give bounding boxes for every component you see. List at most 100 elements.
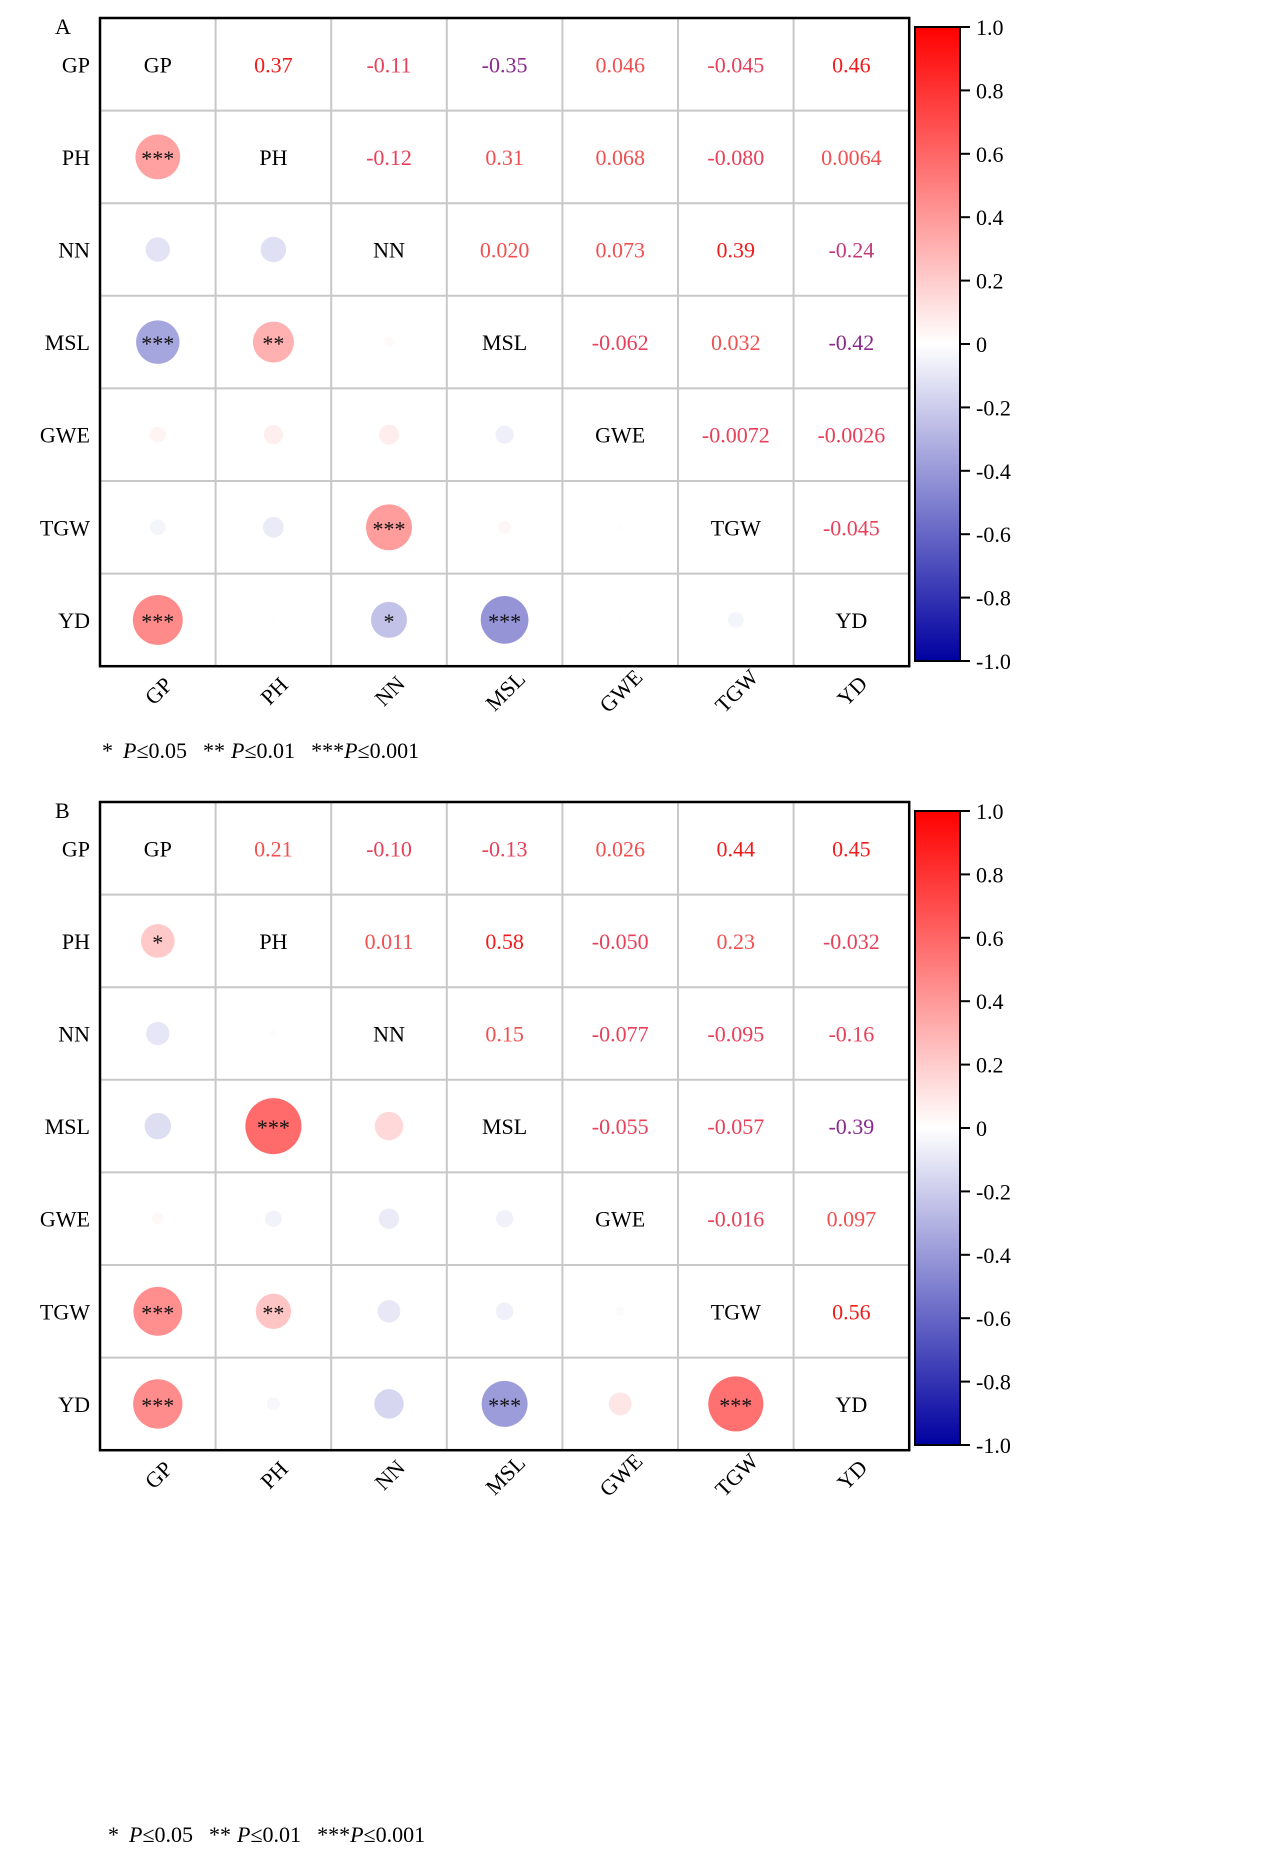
correlation-value: -0.062 [592, 330, 649, 355]
footnote-star3: *** [311, 738, 344, 763]
y-tick-label: MSL [45, 330, 90, 355]
footnote-star3: *** [317, 1822, 350, 1847]
colorbar [914, 26, 961, 662]
x-tick-label: PH [255, 1456, 293, 1494]
significance-marker: *** [141, 1300, 174, 1325]
correlation-value: 0.020 [480, 238, 530, 263]
correlation-value: 0.097 [827, 1207, 877, 1232]
diagonal-label: MSL [482, 330, 527, 355]
significance-marker: *** [141, 331, 174, 356]
correlation-value: -0.42 [828, 330, 874, 355]
correlation-value: -0.045 [823, 515, 880, 540]
diagonal-label: GP [144, 52, 172, 77]
y-tick-label: PH [62, 929, 90, 954]
y-tick-label: YD [58, 1392, 90, 1417]
correlation-panel-a: A GP PH NN MSL GWE TGW YD GP PH NN MSL GWE TGW YD GP PH N… [40, 14, 1011, 763]
correlation-value: 0.46 [832, 52, 871, 77]
correlation-value: 0.011 [365, 929, 414, 954]
correlation-circle [615, 1306, 625, 1316]
footnote-t2: ≤0.01 [244, 738, 295, 763]
correlation-circle [370, 601, 408, 638]
correlation-value: 0.58 [485, 929, 524, 954]
correlation-circle [252, 321, 294, 363]
correlation-circle [495, 1302, 514, 1321]
correlation-value: -0.0072 [702, 423, 770, 448]
diagonal-label: YD [836, 608, 868, 633]
diagonal-label: MSL [482, 1114, 527, 1139]
correlation-value: 0.31 [485, 145, 524, 170]
correlation-circle [263, 425, 283, 445]
correlation-circle [727, 612, 744, 628]
colorbar-tick-label: 0.6 [976, 926, 1004, 951]
significance-footnote: * P≤0.05 ** P≤0.01 ***P≤0.001 [102, 738, 419, 763]
x-tick-label: MSL [480, 1450, 530, 1500]
plot-frame [98, 16, 911, 668]
correlation-value: -0.016 [707, 1207, 764, 1232]
correlation-value: -0.055 [592, 1114, 649, 1139]
diagonal-label: GP [144, 836, 172, 861]
y-tick-label: GWE [40, 1207, 90, 1232]
correlation-value: -0.13 [482, 836, 528, 861]
plot-frame [98, 800, 911, 1452]
footnote-star2: ** [209, 1822, 231, 1847]
colorbar-tick-label: -0.8 [976, 1370, 1011, 1395]
footnote-p1: P [122, 738, 136, 763]
correlation-value: 0.37 [254, 52, 293, 77]
correlation-value: -0.12 [366, 145, 412, 170]
correlation-value: 0.068 [595, 145, 645, 170]
x-tick-label: YD [832, 1455, 872, 1495]
correlation-circle [262, 516, 284, 538]
y-tick-label: GWE [40, 423, 90, 448]
significance-marker: *** [141, 146, 174, 171]
footnote-p1: P [128, 1822, 142, 1847]
correlation-circle [480, 596, 529, 644]
correlation-circle [379, 424, 399, 445]
panel-label: B [55, 798, 70, 823]
significance-marker: ** [262, 1300, 284, 1325]
y-tick-label: MSL [45, 1114, 90, 1139]
correlation-value: 0.39 [717, 238, 756, 263]
correlation-value: -0.39 [828, 1114, 874, 1139]
correlation-circle [498, 520, 512, 534]
correlation-circle [133, 1286, 183, 1336]
correlation-circle [481, 1380, 528, 1427]
significance-footnote: * P≤0.05 ** P≤0.01 ***P≤0.001 [108, 1822, 425, 1847]
correlation-circle [269, 1029, 278, 1038]
correlation-value: -0.35 [482, 52, 528, 77]
x-tick-label: GP [140, 672, 178, 710]
correlation-circle [135, 134, 181, 180]
colorbar-tick-label: 0.6 [976, 142, 1004, 167]
correlation-circle [383, 336, 395, 348]
significance-marker: *** [488, 1393, 521, 1418]
correlation-circle [366, 504, 412, 551]
correlation-circle [260, 236, 287, 263]
correlation-circle [149, 519, 166, 536]
correlation-circle [245, 1098, 302, 1155]
correlation-circle [377, 1299, 401, 1323]
correlation-value: 0.046 [595, 52, 645, 77]
x-tick-label: PH [255, 672, 293, 710]
colorbar-tick-label: -0.4 [976, 459, 1011, 484]
colorbar-tick-label: 1.0 [976, 15, 1004, 40]
correlation-value: 0.026 [595, 836, 645, 861]
correlation-value: -0.095 [707, 1022, 764, 1047]
significance-marker: *** [141, 609, 174, 634]
colorbar-tick-label: -0.6 [976, 522, 1011, 547]
footnote-p3: P [349, 1822, 363, 1847]
diagonal-label: NN [373, 238, 405, 263]
correlation-value: 0.44 [717, 836, 756, 861]
y-tick-label: YD [58, 608, 90, 633]
footnote-t3: ≤0.001 [358, 738, 420, 763]
correlation-circle [151, 1212, 164, 1225]
footnote-t2: ≤0.01 [250, 1822, 301, 1847]
y-tick-label: TGW [40, 1299, 90, 1324]
correlation-value: -0.045 [707, 52, 764, 77]
x-tick-label: NN [370, 1455, 410, 1495]
footnote-p2: P [236, 1822, 250, 1847]
colorbar-tick-label: -0.4 [976, 1243, 1011, 1268]
correlation-value: 0.032 [711, 330, 761, 355]
colorbar-tick-label: 0.2 [976, 1053, 1004, 1078]
x-tick-label: MSL [480, 666, 530, 716]
footnote-star2: ** [203, 738, 225, 763]
colorbar-tick-label: 0.4 [976, 205, 1004, 230]
